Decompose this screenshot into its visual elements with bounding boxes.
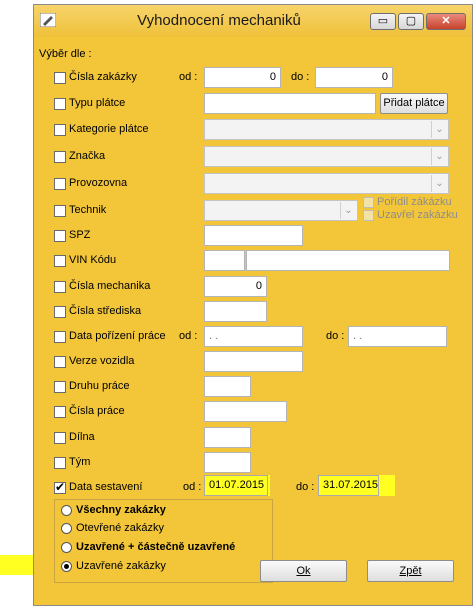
vin-input[interactable] — [246, 250, 450, 271]
chevron-down-icon: ⌄ — [340, 202, 356, 219]
window-title: Vyhodnocení mechaniků — [137, 12, 301, 29]
checkbox-cisla-prace[interactable] — [54, 406, 66, 418]
checkbox-tym[interactable] — [54, 457, 66, 469]
data-porizeni-to-input[interactable]: . . — [348, 326, 447, 347]
label-dilna: Dílna — [69, 431, 95, 443]
highlight-strip — [379, 475, 395, 496]
checkbox-vin[interactable] — [54, 255, 66, 267]
label-uzavrene-castecne: Uzavřené + částečně uzavřené — [76, 541, 236, 553]
label-uzavrene-zakazky: Uzavřené zakázky — [76, 560, 166, 572]
back-button[interactable]: Zpět — [367, 560, 454, 582]
vin-prefix-input[interactable] — [204, 250, 245, 271]
dialog-window: Vyhodnocení mechaniků ▭ ▢ ✕ Výběr dle : … — [33, 4, 473, 606]
checkbox-typu-platce[interactable] — [54, 98, 66, 110]
radio-uzavrene-zakazky[interactable] — [61, 561, 72, 572]
section-label: Výběr dle : — [39, 48, 92, 60]
checkbox-cisla-mechanika[interactable] — [54, 281, 66, 293]
minimize-button[interactable]: ▭ — [370, 13, 396, 30]
close-button[interactable]: ✕ — [426, 13, 466, 30]
minimize-icon: ▭ — [377, 15, 389, 27]
chevron-down-icon: ⌄ — [431, 175, 447, 192]
tym-input[interactable] — [204, 452, 251, 473]
label-od: od : — [179, 330, 198, 342]
label-verze-vozidla: Verze vozidla — [69, 355, 135, 367]
zakazky-filter-group — [54, 499, 273, 583]
checkbox-technik[interactable] — [54, 205, 66, 217]
data-sestaveni-to-input[interactable]: 31.07.2015 — [318, 475, 379, 496]
label-cisla-mechanika: Čísla mechanika — [69, 280, 151, 292]
typu-platce-input[interactable] — [204, 93, 376, 114]
provozovna-select[interactable]: ⌄ — [204, 173, 449, 194]
data-sestaveni-from-input[interactable]: 01.07.2015 — [204, 475, 268, 496]
dilna-input[interactable] — [204, 427, 251, 448]
checkbox-porizil-zakazku[interactable] — [363, 197, 374, 208]
label-otevrene-zakazky: Otevřené zakázky — [76, 522, 165, 534]
spz-input[interactable] — [204, 225, 303, 246]
cisla-prace-input[interactable] — [204, 401, 287, 422]
label-uzavrel-zakazku: Uzavřel zakázku — [377, 209, 458, 221]
pencil-icon — [40, 13, 56, 27]
verze-vozidla-input[interactable] — [204, 351, 303, 372]
label-technik: Technik — [69, 204, 107, 216]
cisla-strediska-input[interactable] — [204, 301, 267, 322]
label-data-porizeni: Data pořízení práce — [69, 330, 166, 342]
label-kategorie-platce: Kategorie plátce — [69, 123, 149, 135]
label-cisla-strediska: Čísla střediska — [69, 305, 142, 317]
checkbox-cisla-strediska[interactable] — [54, 306, 66, 318]
label-spz: SPZ — [69, 229, 91, 241]
maximize-button[interactable]: ▢ — [398, 13, 424, 30]
checkbox-druhu-prace[interactable] — [54, 381, 66, 393]
checkbox-verze-vozidla[interactable] — [54, 356, 66, 368]
label-do: do : — [291, 71, 310, 83]
checkbox-uzavrel-zakazku[interactable] — [363, 210, 374, 221]
checkbox-data-porizeni[interactable] — [54, 331, 66, 343]
label-vsechny-zakazky: Všechny zakázky — [76, 504, 166, 516]
ok-button-label: Ok — [296, 565, 311, 577]
druhu-prace-input[interactable] — [204, 376, 251, 397]
pridat-platce-button[interactable]: Přidat plátce — [380, 93, 448, 114]
checkbox-cisla-zakazky[interactable] — [54, 72, 66, 84]
label-cisla-zakazky: Čísla zakázky — [69, 71, 137, 83]
close-icon: ✕ — [441, 15, 451, 27]
label-od: od : — [183, 481, 202, 493]
radio-uzavrene-castecne[interactable] — [61, 542, 72, 553]
radio-vsechny-zakazky[interactable] — [61, 505, 72, 516]
chevron-down-icon: ⌄ — [431, 121, 447, 138]
label-od: od : — [179, 71, 198, 83]
label-druhu-prace: Druhu práce — [69, 380, 130, 392]
label-tym: Tým — [69, 456, 91, 468]
cisla-zakazky-to-input[interactable]: 0 — [315, 67, 393, 88]
znacka-select[interactable]: ⌄ — [204, 146, 449, 167]
label-cisla-prace: Čísla práce — [69, 405, 125, 417]
data-porizeni-from-input[interactable]: . . — [204, 326, 303, 347]
label-data-sestaveni: Data sestavení — [69, 481, 143, 493]
label-porizil-zakazku: Pořídil zákázku — [377, 196, 452, 208]
chevron-down-icon: ⌄ — [431, 148, 447, 165]
label-znacka: Značka — [69, 150, 106, 162]
label-provozovna: Provozovna — [69, 177, 128, 189]
highlight-strip — [268, 475, 270, 496]
ok-button[interactable]: Ok — [260, 560, 347, 582]
checkbox-znacka[interactable] — [54, 151, 66, 163]
label-do: do : — [296, 481, 315, 493]
checkbox-provozovna[interactable] — [54, 178, 66, 190]
cisla-zakazky-from-input[interactable]: 0 — [204, 67, 281, 88]
back-button-label: Zpět — [399, 565, 422, 577]
technik-select[interactable]: ⌄ — [204, 200, 358, 221]
label-vin: VIN Kódu — [69, 254, 117, 266]
checkbox-kategorie-platce[interactable] — [54, 124, 66, 136]
checkbox-spz[interactable] — [54, 230, 66, 242]
checkbox-dilna[interactable] — [54, 432, 66, 444]
kategorie-platce-select[interactable]: ⌄ — [204, 119, 449, 140]
maximize-icon: ▢ — [405, 15, 417, 27]
title-bar: Vyhodnocení mechaniků ▭ ▢ ✕ — [34, 5, 472, 37]
cisla-mechanika-input[interactable]: 0 — [204, 276, 267, 297]
checkbox-data-sestaveni[interactable] — [54, 480, 66, 494]
label-do: do : — [326, 330, 345, 342]
label-typu-platce: Typu plátce — [69, 97, 126, 109]
radio-otevrene-zakazky[interactable] — [61, 523, 72, 534]
